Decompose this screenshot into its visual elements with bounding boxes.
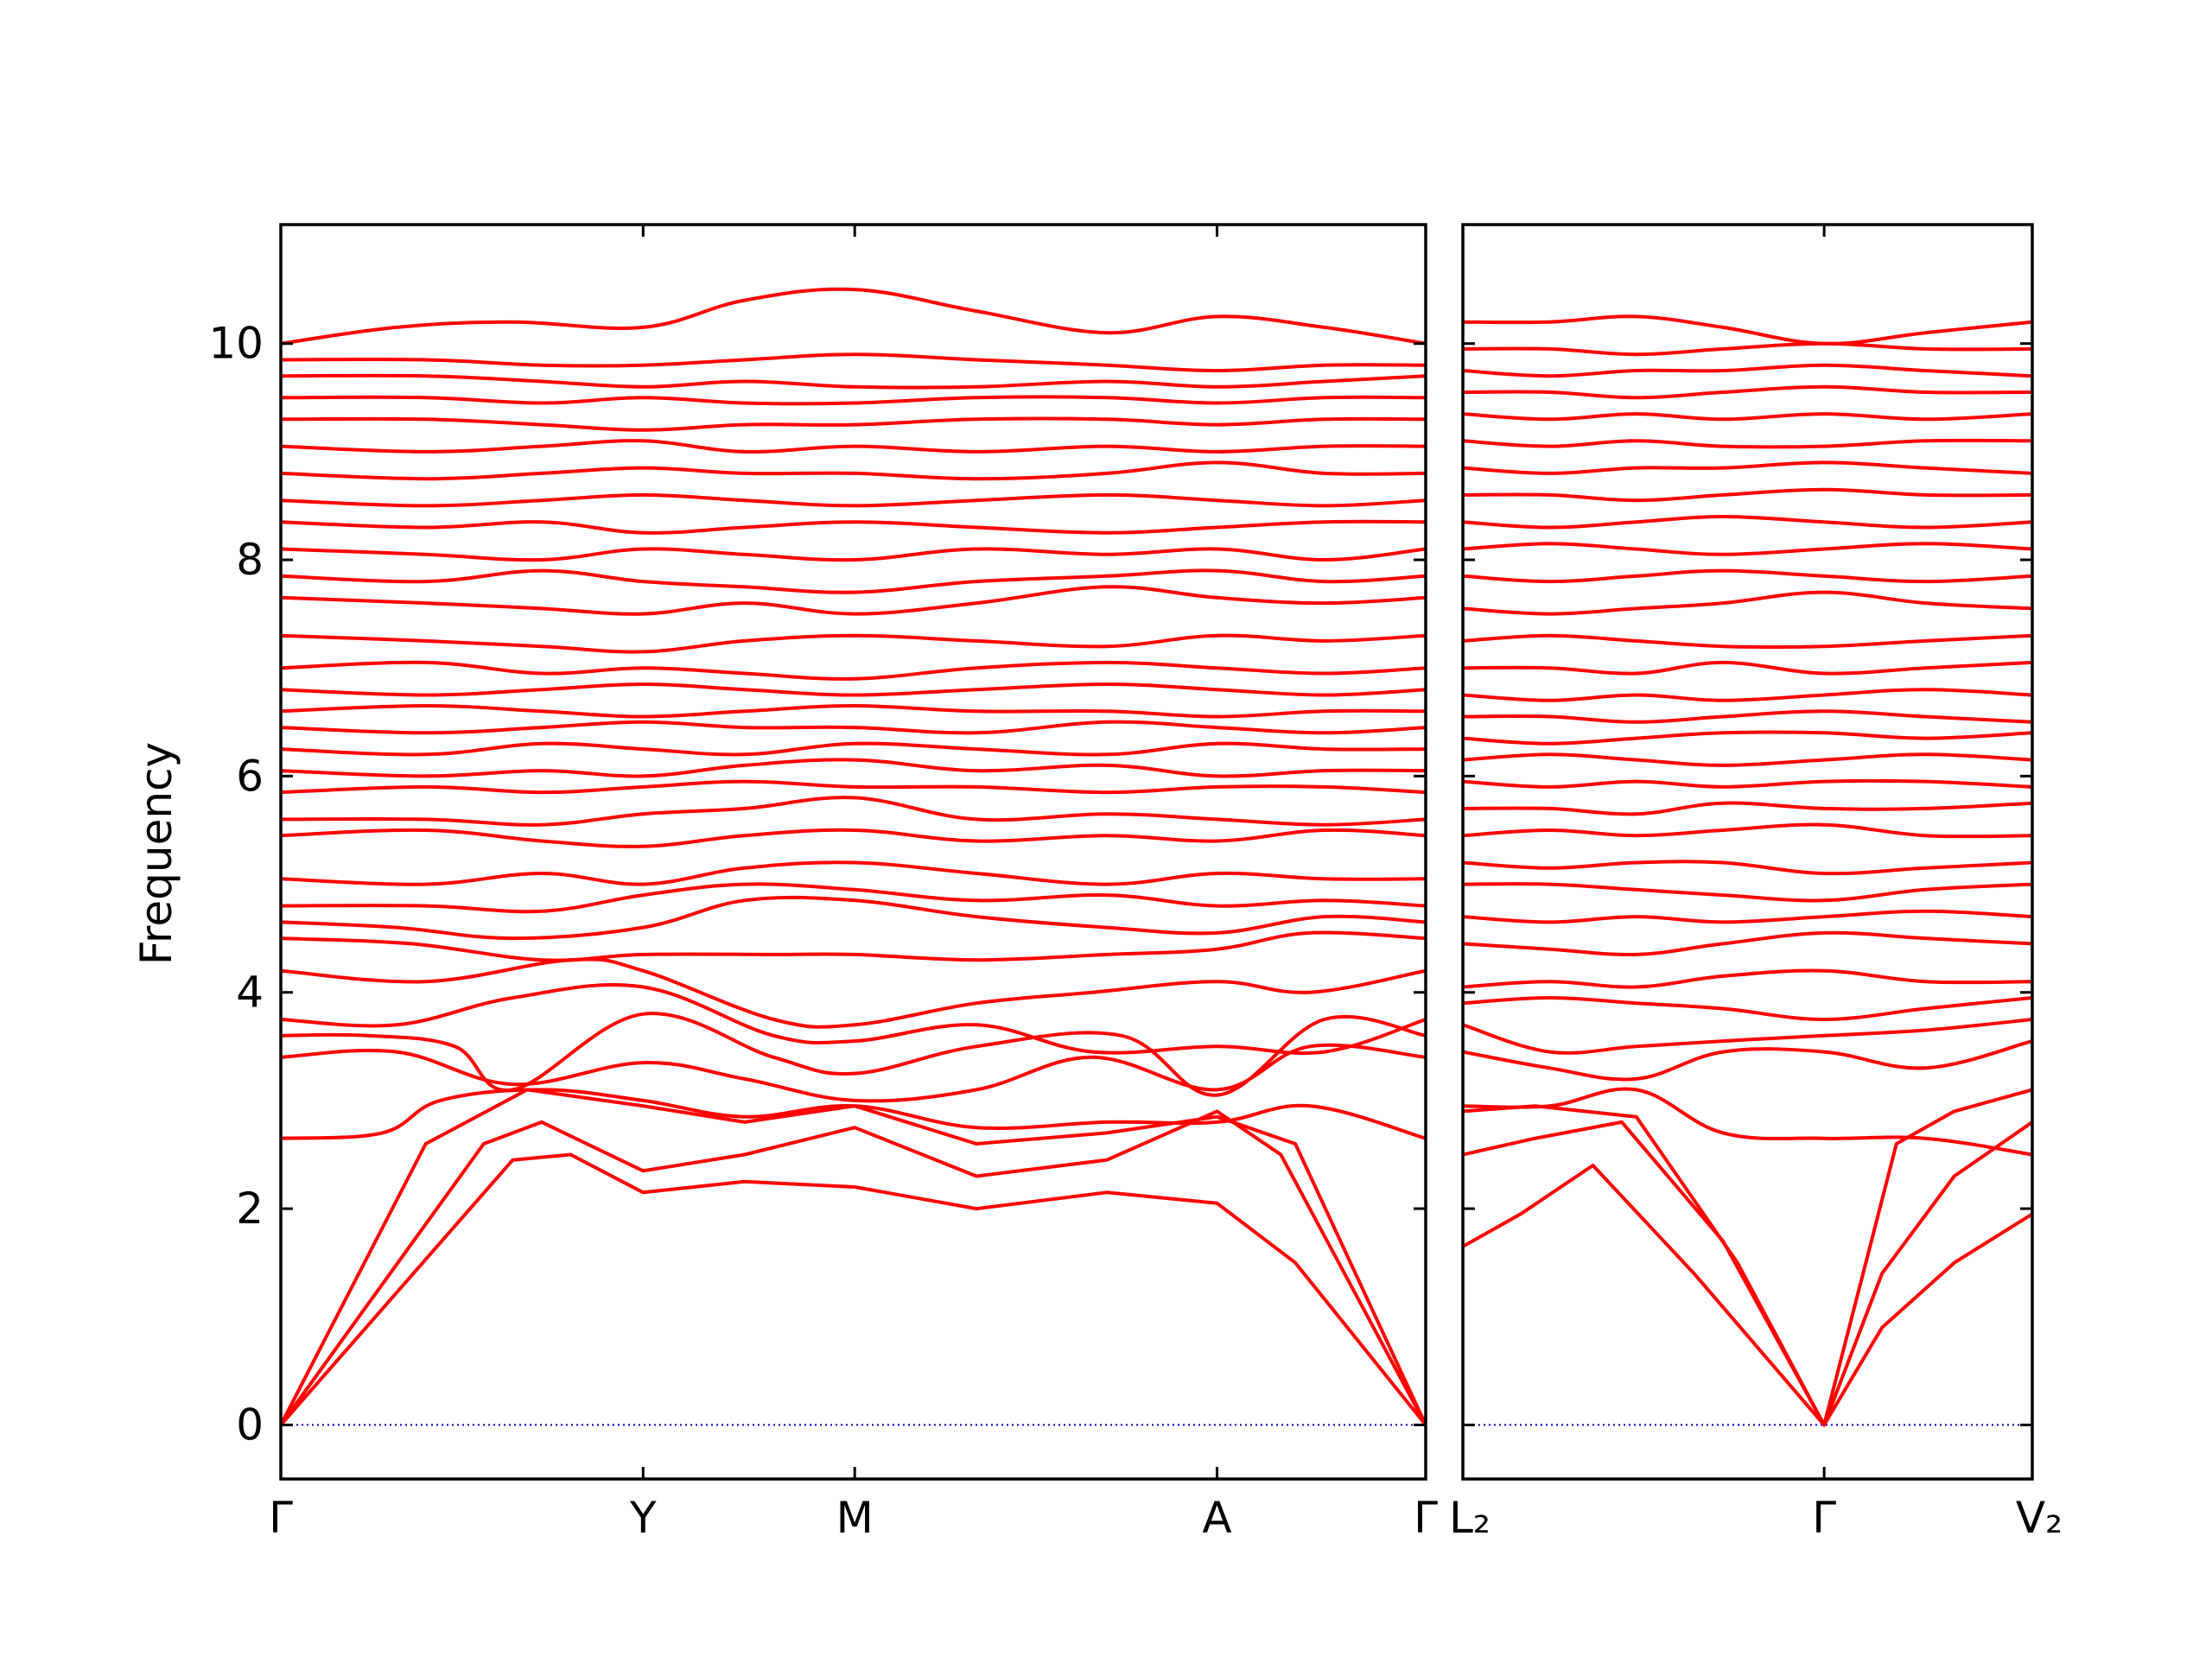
band-series-28: [281, 460, 1426, 481]
band-series-14: [281, 796, 1426, 827]
band-series-33: [1463, 314, 2032, 346]
band-series-15: [281, 779, 1426, 795]
panel-right: L₂ Γ V₂: [1449, 223, 2063, 1543]
band-series-25: [1463, 515, 2032, 530]
band-series-19: [281, 704, 1426, 719]
band-series-29: [1463, 412, 2032, 422]
y-axis-label: Frequency: [131, 742, 181, 965]
band-series-11: [1463, 882, 2032, 903]
band-series-25: [281, 547, 1426, 562]
band-series-6: [281, 1012, 1426, 1097]
band-series-30: [281, 416, 1426, 432]
band-series-9: [1463, 930, 2032, 957]
band-series-32: [1463, 341, 2032, 357]
band-series-27: [1463, 460, 2032, 475]
band-series-3: [1463, 1088, 2032, 1427]
band-series-4: [281, 1088, 1426, 1140]
panel-frame: [279, 223, 1427, 1481]
band-lines: [1463, 314, 2032, 1427]
x-tick-label: Γ: [1812, 1493, 1836, 1543]
band-series-9: [281, 930, 1426, 962]
band-series-24: [1463, 542, 2032, 556]
band-series-1: [1463, 1164, 2032, 1427]
x-tick-label: Γ: [269, 1493, 293, 1543]
band-series-17: [1463, 730, 2032, 746]
band-series-7: [281, 982, 1426, 1056]
y-axis: 0 2 4 6 8 10: [208, 319, 264, 1450]
band-lines: [281, 287, 1426, 1427]
band-series-34: [281, 287, 1426, 346]
band-series-12: [1463, 860, 2032, 876]
band-series-26: [281, 519, 1426, 535]
band-series-21: [281, 660, 1426, 681]
band-series-23: [281, 585, 1426, 616]
band-series-7: [1463, 996, 2032, 1021]
band-series-28: [1463, 438, 2032, 449]
x-tick-label: Γ: [1414, 1493, 1438, 1543]
band-series-18: [1463, 709, 2032, 724]
band-series-31: [281, 395, 1426, 406]
band-series-27: [281, 492, 1426, 508]
band-series-13: [1463, 822, 2032, 839]
band-series-8: [281, 957, 1426, 1029]
y-tick-label: 4: [236, 968, 264, 1018]
band-series-14: [1463, 801, 2032, 816]
band-series-10: [1463, 909, 2032, 924]
band-series-12: [281, 860, 1426, 886]
x-tick-label: A: [1202, 1493, 1231, 1543]
x-tick-label: V₂: [2016, 1493, 2063, 1543]
y-tick-label: 0: [236, 1400, 264, 1450]
band-series-31: [1463, 363, 2032, 378]
band-series-32: [281, 373, 1426, 390]
band-series-20: [281, 682, 1426, 697]
x-tick-label: M: [836, 1493, 874, 1543]
band-series-13: [281, 828, 1426, 848]
band-series-22: [1463, 590, 2032, 616]
band-series-8: [1463, 968, 2032, 989]
band-series-16: [1463, 752, 2032, 767]
band-series-18: [281, 720, 1426, 735]
band-series-1: [281, 1152, 1426, 1427]
y-tick-label: 8: [236, 535, 264, 585]
band-series-33: [281, 352, 1426, 372]
band-series-21: [1463, 633, 2032, 650]
y-tick-label: 2: [236, 1184, 264, 1234]
band-series-20: [1463, 660, 2032, 676]
y-tick-label: 6: [236, 751, 264, 801]
band-series-11: [281, 882, 1426, 914]
band-series-4: [1463, 1087, 2032, 1157]
band-series-5: [1463, 1039, 2032, 1082]
band-series-23: [1463, 568, 2032, 584]
band-series-17: [281, 741, 1426, 757]
band-series-22: [281, 633, 1426, 654]
band-series-30: [1463, 384, 2032, 400]
band-series-16: [281, 758, 1426, 778]
band-series-29: [281, 439, 1426, 454]
panel-frame: [1461, 223, 2034, 1481]
band-series-26: [1463, 487, 2032, 503]
x-tick-label: Y: [629, 1493, 657, 1543]
y-tick-label: 10: [208, 319, 264, 369]
band-series-10: [281, 895, 1426, 941]
band-series-6: [1463, 1018, 2032, 1055]
band-series-24: [281, 568, 1426, 594]
band-series-19: [1463, 688, 2032, 702]
band-series-15: [1463, 778, 2032, 789]
x-tick-label: L₂: [1449, 1493, 1491, 1543]
